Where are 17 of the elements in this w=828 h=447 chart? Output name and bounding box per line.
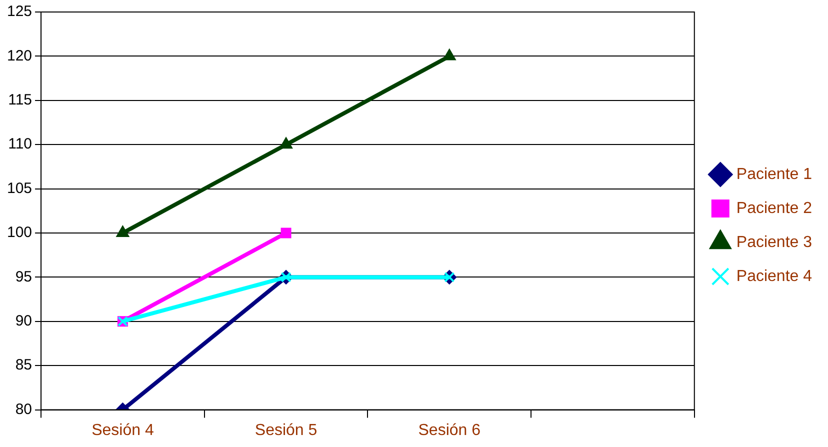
y-tick-label: 115 bbox=[8, 92, 32, 109]
y-tick-label: 125 bbox=[6, 3, 32, 20]
x-tick-label: Sesión 4 bbox=[92, 422, 154, 439]
legend-label: Paciente 3 bbox=[736, 234, 812, 251]
y-tick-label: 90 bbox=[15, 312, 32, 330]
x-tick-label: Sesión 6 bbox=[418, 422, 481, 439]
y-tick-label: 110 bbox=[8, 136, 32, 153]
legend-label: Paciente 1 bbox=[736, 166, 812, 183]
y-tick-label: 85 bbox=[15, 356, 32, 374]
y-tick-label: 95 bbox=[15, 268, 32, 286]
y-tick-label: 120 bbox=[6, 47, 32, 64]
x-tick-label: Sesión 5 bbox=[254, 422, 318, 439]
y-tick-label: 105 bbox=[6, 180, 32, 197]
y-tick-label: 80 bbox=[15, 400, 32, 418]
legend-label: Paciente 4 bbox=[736, 268, 812, 285]
legend-label: Paciente 2 bbox=[736, 200, 812, 217]
y-tick-label: 100 bbox=[6, 224, 32, 242]
